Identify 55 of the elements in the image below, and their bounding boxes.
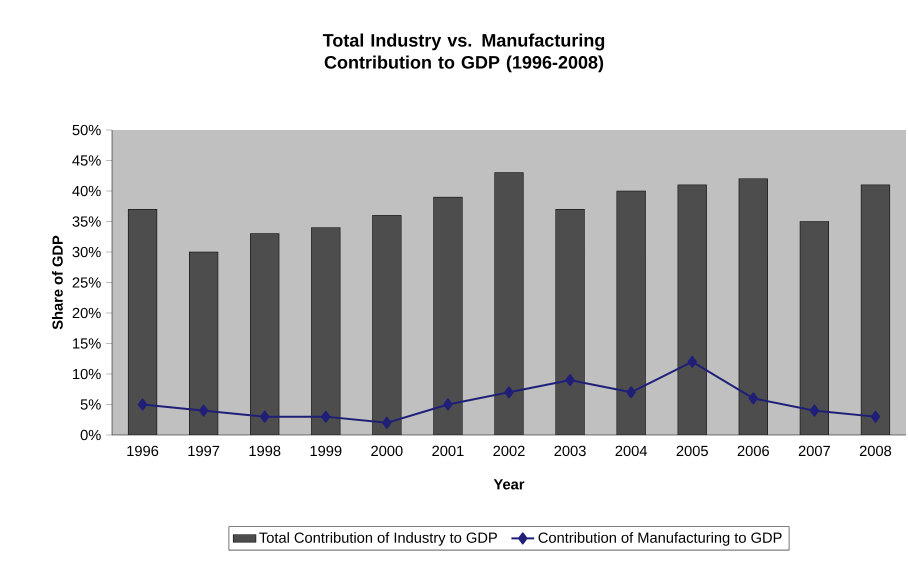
point [748,392,758,404]
x-tick-label: 2007 [798,446,830,456]
y-tick-label: 20% [72,308,101,318]
x-tick-label: 1998 [249,446,280,456]
y-tick-label: 30% [72,246,101,258]
x-tick-label: 2000 [371,446,403,456]
bar [556,209,584,435]
point [138,398,148,410]
bar [494,172,524,435]
point [504,386,514,398]
x-tick-label: 1999 [310,446,342,456]
x-tick-label: 2001 [432,446,464,456]
point [565,374,575,386]
y-axis-title: Share of GDP [52,236,63,330]
point [382,416,392,429]
point [260,410,270,423]
x-tick-label: 2008 [860,446,892,456]
point [321,410,331,423]
x-tick-label: 1996 [127,446,158,456]
bar [311,228,340,435]
y-tick-label: 35% [72,216,101,227]
bar [372,215,402,435]
point [870,410,880,423]
y-tick-label: 40% [72,186,101,196]
point [810,404,820,417]
y-tick-label: 10% [73,368,101,380]
y-tick-label: 50% [72,124,101,136]
x-tick-label: 2005 [676,446,708,456]
point [443,398,453,410]
bar [800,221,829,435]
chart-title: Total Industry vs. Manufacturing Contribution to GDP (1996-2008) [322,34,604,72]
y-tick-label: 0% [80,430,101,440]
bar [860,184,890,435]
bar [250,234,280,435]
point [626,386,636,398]
x-tick-label: 2002 [493,446,525,456]
x-tick-label: 1997 [188,446,220,456]
point [198,404,208,417]
y-tick-label: 15% [73,338,101,349]
bar [434,197,462,435]
y-tick-label: 25% [72,277,101,288]
bar [616,190,646,435]
x-tick-label: 2004 [616,446,648,456]
x-axis-title: Year [494,479,524,490]
x-tick-label: 2006 [738,446,769,456]
bar [738,178,768,435]
y-tick-label: 45% [72,155,101,166]
x-tick-label: 2003 [554,446,586,456]
point [687,356,697,368]
legend-label: Contribution of Manufacturing to GDP [538,532,782,546]
legend-label: Total Contribution of Industry to GDP [259,532,497,546]
y-tick-label: 5% [80,399,101,410]
bar [189,252,218,435]
bar [128,209,157,435]
bar [678,184,707,435]
